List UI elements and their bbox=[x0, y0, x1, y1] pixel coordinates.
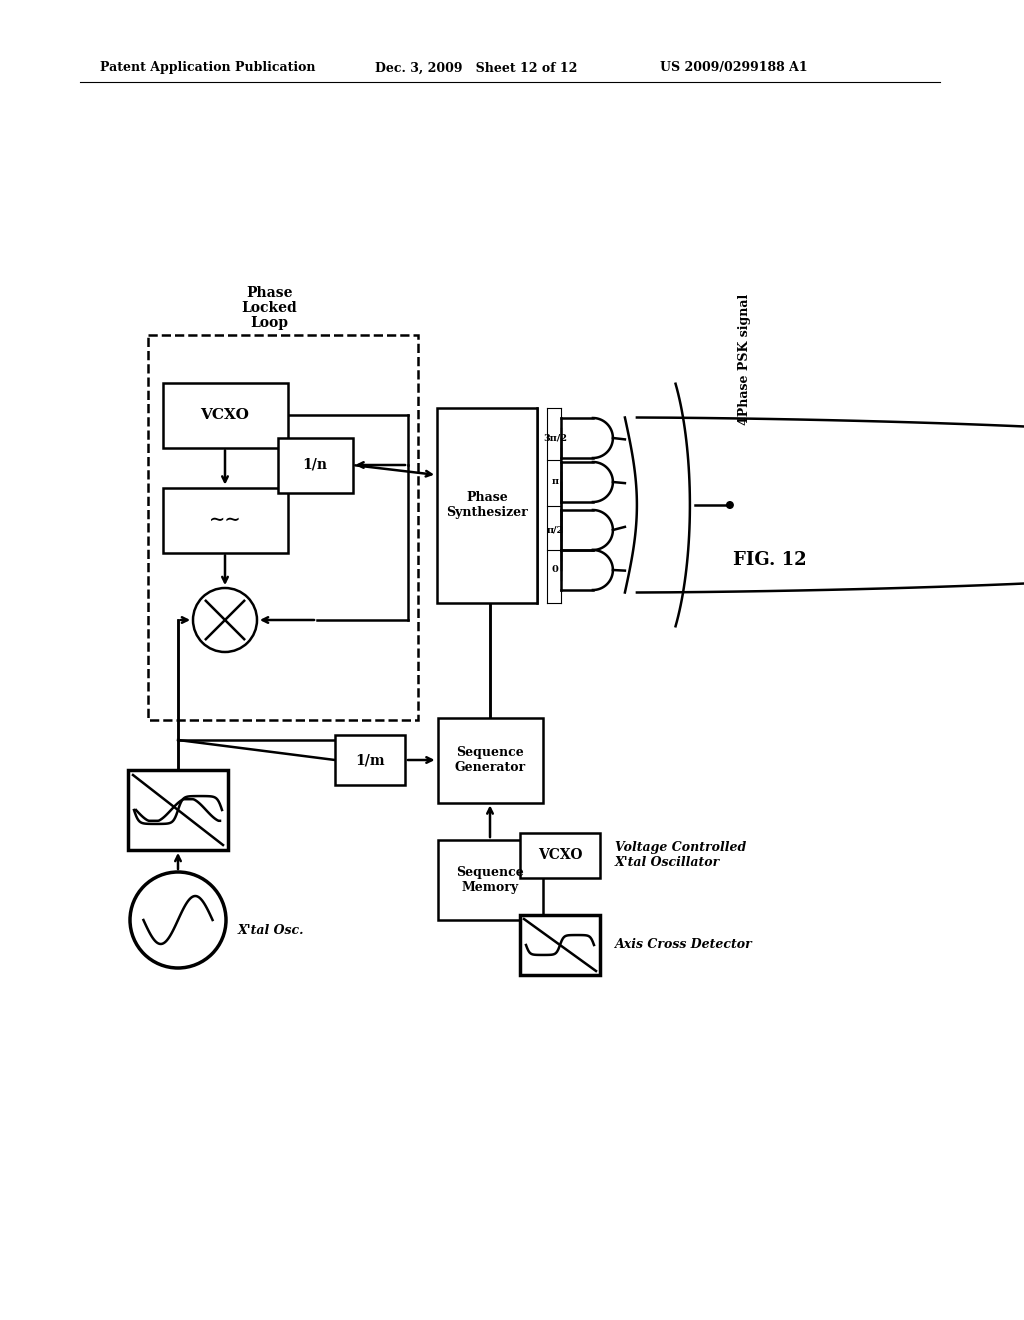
Text: VCXO: VCXO bbox=[201, 408, 250, 422]
Text: 4Phase PSK signal: 4Phase PSK signal bbox=[738, 294, 752, 425]
Text: X'tal Osc.: X'tal Osc. bbox=[238, 924, 304, 936]
Text: 0: 0 bbox=[552, 565, 558, 574]
Text: Sequence
Memory: Sequence Memory bbox=[456, 866, 524, 894]
Text: 1/n: 1/n bbox=[302, 458, 328, 473]
Text: FIG. 12: FIG. 12 bbox=[733, 550, 807, 569]
Bar bbox=[335, 735, 406, 785]
Text: Axis Cross Detector: Axis Cross Detector bbox=[615, 939, 753, 952]
Circle shape bbox=[193, 587, 257, 652]
Bar bbox=[437, 840, 543, 920]
Circle shape bbox=[130, 873, 226, 968]
Bar bbox=[437, 718, 543, 803]
Bar bbox=[520, 833, 600, 878]
Text: Phase
Locked
Loop: Phase Locked Loop bbox=[242, 286, 297, 330]
Text: Phase
Synthesizer: Phase Synthesizer bbox=[446, 491, 528, 519]
Bar bbox=[148, 335, 418, 719]
Text: ∼∼: ∼∼ bbox=[209, 511, 242, 529]
Bar bbox=[163, 383, 288, 447]
Text: π/2: π/2 bbox=[547, 525, 563, 535]
Bar bbox=[437, 408, 537, 602]
Text: Voltage Controlled
X'tal Oscillator: Voltage Controlled X'tal Oscillator bbox=[615, 841, 746, 869]
Bar bbox=[163, 487, 288, 553]
Text: US 2009/0299188 A1: US 2009/0299188 A1 bbox=[660, 62, 808, 74]
Bar bbox=[278, 437, 352, 492]
Circle shape bbox=[726, 502, 734, 510]
Bar bbox=[128, 770, 228, 850]
Bar bbox=[520, 915, 600, 975]
Text: VCXO: VCXO bbox=[538, 847, 583, 862]
Text: Sequence
Generator: Sequence Generator bbox=[455, 746, 525, 774]
Text: 1/m: 1/m bbox=[355, 752, 385, 767]
Text: π: π bbox=[552, 478, 558, 487]
Text: 3π/2: 3π/2 bbox=[543, 433, 567, 442]
Text: Patent Application Publication: Patent Application Publication bbox=[100, 62, 315, 74]
Text: Dec. 3, 2009   Sheet 12 of 12: Dec. 3, 2009 Sheet 12 of 12 bbox=[375, 62, 578, 74]
